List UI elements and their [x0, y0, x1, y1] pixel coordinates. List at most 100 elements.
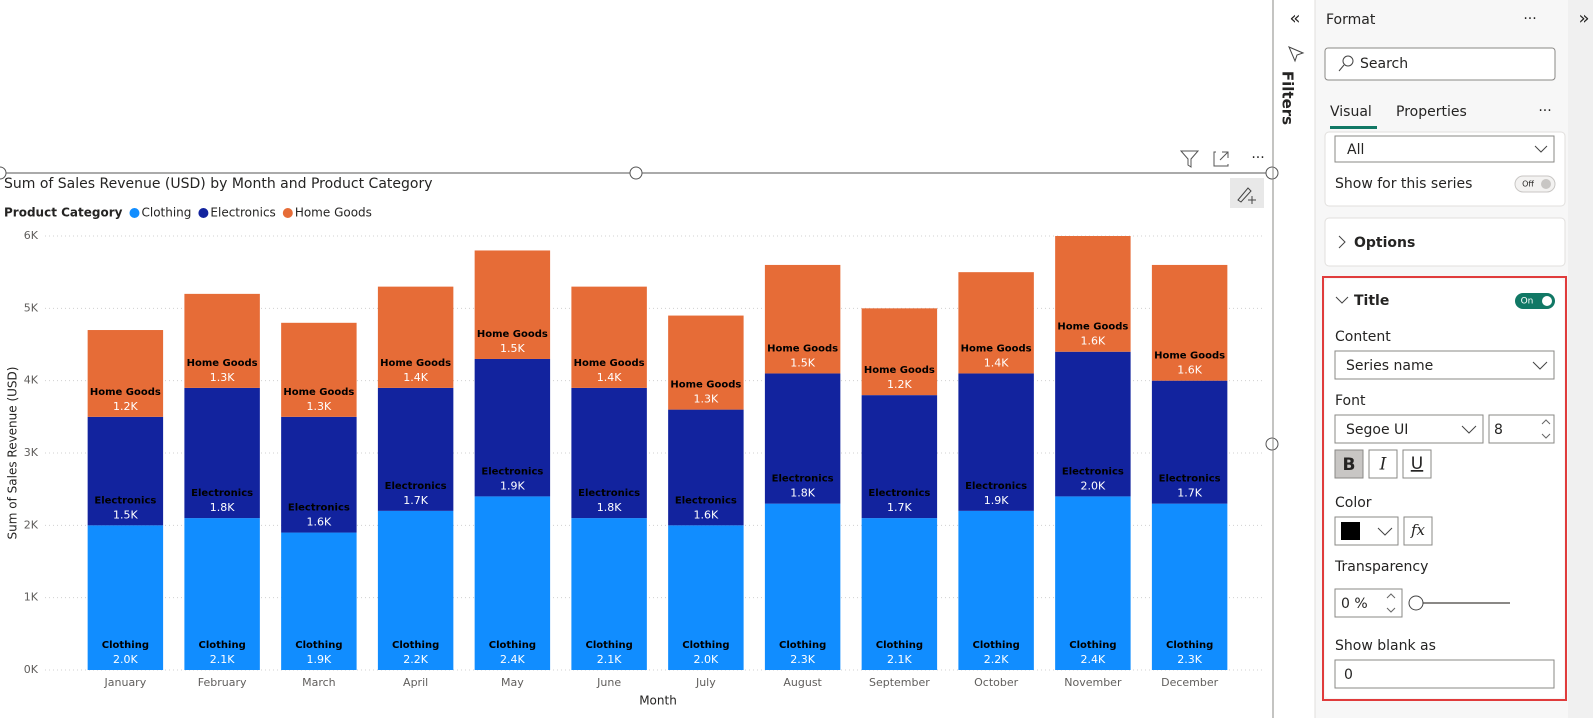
underline-button[interactable]: [1402, 449, 1432, 479]
x-tick-label: July: [695, 676, 716, 689]
legend-title: Product Category: [4, 206, 123, 220]
italic-button[interactable]: [1368, 449, 1398, 479]
format-brush-button[interactable]: [1230, 178, 1264, 208]
data-label: 2.1K: [210, 653, 235, 666]
tab[interactable]: Properties: [1396, 104, 1467, 120]
bar-segment: [87, 525, 164, 670]
series-label: Electronics: [965, 481, 1027, 492]
chevron: [1534, 145, 1548, 153]
legend-label: Electronics: [210, 206, 275, 220]
slider-thumb[interactable]: [1408, 595, 1424, 611]
data-label: 2.2K: [984, 653, 1009, 666]
legend-marker: [282, 208, 293, 218]
data-label: 1.7K: [403, 494, 428, 507]
tab[interactable]: Visual: [1330, 104, 1372, 120]
field-label: Transparency: [1334, 559, 1428, 575]
section-heading: Options: [1354, 235, 1415, 251]
focus-icon[interactable]: [1213, 151, 1229, 167]
x-tick-label: August: [783, 676, 822, 689]
y-tick-label: 0K: [24, 663, 39, 676]
data-label: 1.6K: [307, 516, 332, 529]
search-icon: [1338, 64, 1345, 72]
field-label: Font: [1335, 393, 1366, 409]
data-label: 1.8K: [210, 501, 235, 514]
more-icon[interactable]: ···: [1538, 103, 1551, 119]
spin-value: 8: [1494, 422, 1503, 438]
resize-handle[interactable]: [0, 166, 7, 180]
bar-segment: [1055, 351, 1131, 497]
series-label: Electronics: [288, 503, 350, 514]
card[interactable]: [1324, 217, 1566, 267]
resize-handle[interactable]: [629, 166, 643, 180]
dropdown-value: All: [1347, 142, 1364, 158]
spin-box[interactable]: [1488, 414, 1555, 444]
collapse-icon[interactable]: «: [1289, 8, 1300, 29]
x-tick-label: May: [501, 676, 524, 689]
bar-segment: [1055, 496, 1131, 670]
series-label: Electronics: [481, 466, 543, 477]
x-tick-label: November: [1064, 676, 1122, 689]
more-icon[interactable]: ···: [1251, 150, 1264, 166]
bar-segment: [958, 510, 1034, 670]
bar-segment: [1055, 236, 1131, 352]
chevron: [1335, 296, 1349, 304]
expand-icon[interactable]: »: [1578, 8, 1589, 29]
search-icon: [1342, 55, 1354, 67]
bar-segment: [377, 387, 454, 511]
bar-segment: [377, 286, 454, 388]
series-label: Electronics: [191, 488, 253, 499]
data-label: 1.7K: [887, 501, 912, 514]
filter-icon[interactable]: [1179, 150, 1200, 168]
text-input[interactable]: [1334, 659, 1555, 689]
filters-label[interactable]: Filters: [1279, 71, 1297, 125]
bar-segment: [377, 510, 454, 670]
bar-segment: [1151, 380, 1228, 504]
bar-segment: [281, 532, 357, 670]
bar-segment: [571, 286, 647, 388]
search-box[interactable]: [1324, 47, 1556, 81]
data-label: 2.2K: [403, 653, 428, 666]
color-picker[interactable]: [1334, 516, 1399, 546]
legend-label: Home Goods: [295, 206, 372, 220]
y-tick-label: 5K: [24, 301, 39, 314]
series-label: Electronics: [868, 488, 930, 499]
resize-handle[interactable]: [1265, 437, 1279, 451]
toggle-label: On: [1521, 297, 1534, 307]
scrollbar[interactable]: [1568, 0, 1593, 718]
dropdown[interactable]: [1334, 414, 1484, 444]
bar-segment: [1151, 264, 1228, 381]
section-heading: Title: [1354, 293, 1389, 309]
data-label: 2.1K: [597, 653, 622, 666]
data-label: 1.3K: [694, 393, 719, 406]
data-label: 2.3K: [790, 653, 815, 666]
x-tick-label: April: [403, 676, 428, 689]
series-label: Clothing: [102, 640, 149, 651]
bar-segment: [668, 315, 744, 410]
bar-segment: [958, 373, 1034, 511]
data-label: 1.5K: [500, 342, 525, 355]
spin-arrows[interactable]: [1541, 419, 1551, 439]
x-axis-label: Month: [639, 694, 677, 708]
fx-button[interactable]: [1403, 516, 1433, 546]
data-label: 2.3K: [1177, 653, 1202, 666]
bar-segment: [87, 330, 164, 417]
more-icon[interactable]: ···: [1523, 11, 1536, 27]
resize-handle[interactable]: [1265, 166, 1279, 180]
bar-segment: [184, 387, 260, 519]
dropdown[interactable]: [1334, 135, 1555, 163]
series-label: Home Goods: [864, 365, 935, 376]
field-label: Show for this series: [1335, 176, 1472, 192]
data-label: 1.4K: [597, 371, 622, 384]
button-label: B: [1343, 455, 1356, 475]
bar-segment: [1151, 503, 1228, 670]
series-label: Home Goods: [283, 387, 354, 398]
chart-title: Sum of Sales Revenue (USD) by Month and …: [4, 176, 433, 192]
bold-button[interactable]: [1334, 449, 1364, 479]
dropdown-value: Segoe UI: [1346, 422, 1408, 438]
dropdown[interactable]: [1334, 350, 1555, 380]
spin-arrows[interactable]: [1386, 593, 1396, 613]
data-label: 2.4K: [1081, 653, 1106, 666]
bar-segment: [184, 293, 260, 388]
data-label: 1.5K: [790, 356, 815, 369]
